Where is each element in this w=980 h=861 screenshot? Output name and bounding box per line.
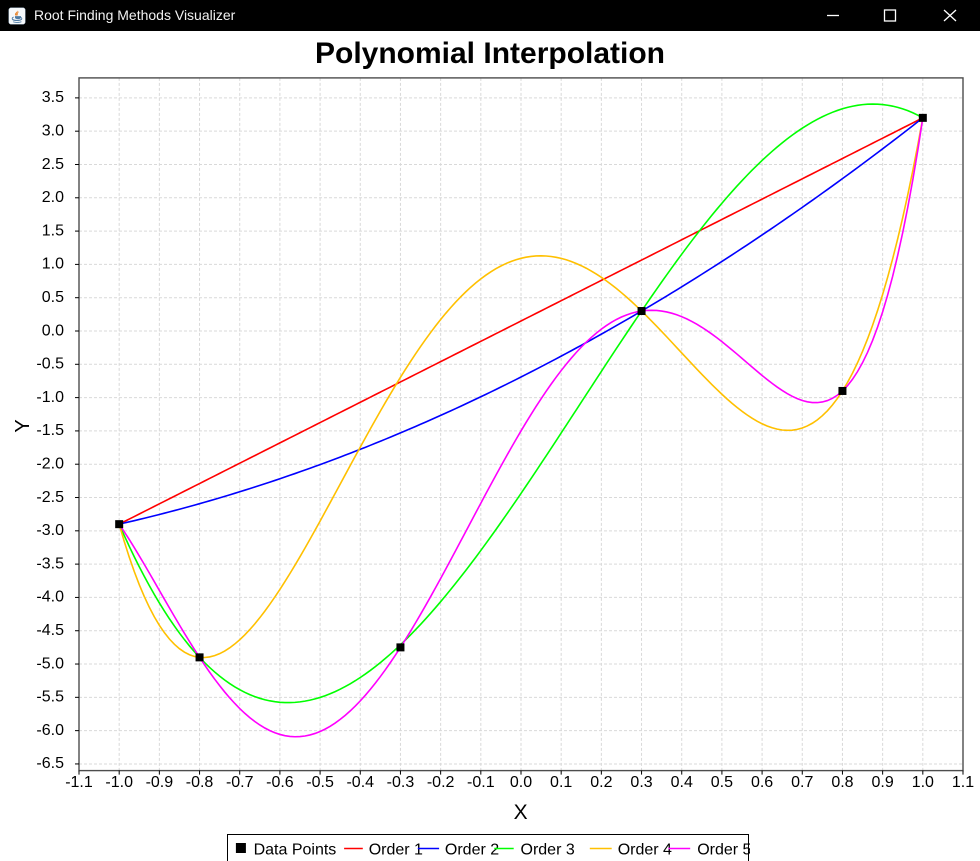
svg-text:Root Finding Methods Visualize: Root Finding Methods Visualizer (34, 7, 236, 23)
svg-text:-1.0: -1.0 (105, 774, 133, 791)
svg-text:0.5: 0.5 (42, 289, 64, 306)
svg-text:-0.6: -0.6 (266, 774, 294, 791)
svg-text:-4.0: -4.0 (36, 589, 64, 606)
svg-text:0.7: 0.7 (791, 774, 813, 791)
svg-text:-1.0: -1.0 (36, 389, 64, 406)
svg-text:Order 4: Order 4 (618, 842, 672, 859)
svg-text:1.0: 1.0 (42, 256, 64, 273)
svg-text:-0.4: -0.4 (346, 774, 374, 791)
svg-text:3.0: 3.0 (42, 122, 64, 139)
svg-text:1.5: 1.5 (42, 222, 64, 239)
svg-text:-0.3: -0.3 (387, 774, 415, 791)
svg-text:-5.5: -5.5 (36, 689, 64, 706)
svg-text:Order 5: Order 5 (697, 842, 750, 859)
svg-text:-1.5: -1.5 (36, 422, 64, 439)
svg-text:3.5: 3.5 (42, 89, 64, 106)
svg-text:-0.8: -0.8 (186, 774, 214, 791)
svg-text:1.1: 1.1 (952, 774, 974, 791)
svg-text:Order 1: Order 1 (369, 842, 423, 859)
svg-text:0.8: 0.8 (831, 774, 853, 791)
svg-text:0.2: 0.2 (590, 774, 612, 791)
svg-text:0.0: 0.0 (42, 322, 64, 339)
svg-text:-0.5: -0.5 (36, 356, 64, 373)
svg-text:Data Points: Data Points (254, 842, 337, 859)
svg-text:-0.2: -0.2 (427, 774, 455, 791)
svg-text:-0.7: -0.7 (226, 774, 254, 791)
svg-text:-3.0: -3.0 (36, 522, 64, 539)
svg-text:2.5: 2.5 (42, 156, 64, 173)
svg-text:0.1: 0.1 (550, 774, 572, 791)
svg-text:0.0: 0.0 (510, 774, 532, 791)
svg-text:Order 2: Order 2 (445, 842, 499, 859)
svg-text:-6.5: -6.5 (36, 755, 64, 772)
svg-text:0.5: 0.5 (711, 774, 733, 791)
svg-text:0.4: 0.4 (671, 774, 693, 791)
svg-text:2.0: 2.0 (42, 189, 64, 206)
svg-text:-2.5: -2.5 (36, 489, 64, 506)
svg-text:-4.5: -4.5 (36, 622, 64, 639)
svg-text:0.6: 0.6 (751, 774, 773, 791)
svg-text:0.3: 0.3 (630, 774, 652, 791)
svg-text:-0.9: -0.9 (146, 774, 174, 791)
svg-text:-0.1: -0.1 (467, 774, 495, 791)
svg-text:0.9: 0.9 (872, 774, 894, 791)
svg-text:Order 3: Order 3 (521, 842, 575, 859)
svg-text:1.0: 1.0 (912, 774, 934, 791)
svg-text:-2.0: -2.0 (36, 456, 64, 473)
svg-text:-6.0: -6.0 (36, 722, 64, 739)
svg-text:-1.1: -1.1 (65, 774, 93, 791)
svg-text:-0.5: -0.5 (306, 774, 334, 791)
svg-text:-5.0: -5.0 (36, 655, 64, 672)
svg-text:-3.5: -3.5 (36, 555, 64, 572)
